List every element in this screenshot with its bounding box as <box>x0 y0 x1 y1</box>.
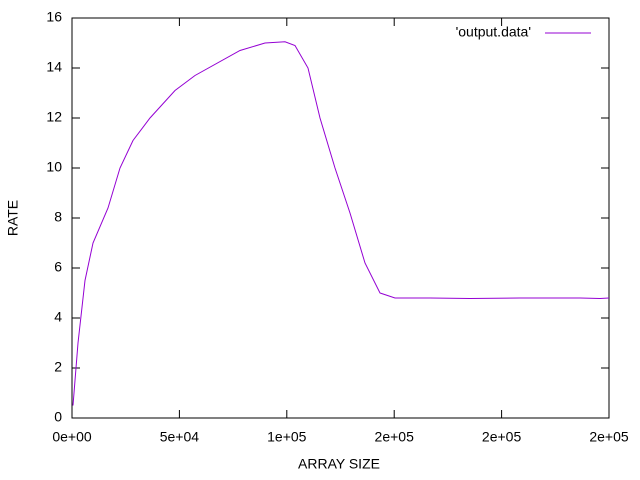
plot-border <box>71 17 610 419</box>
x-tick-label: 0e+00 <box>52 429 92 445</box>
y-tick-label: 10 <box>46 159 62 175</box>
y-tick-label: 14 <box>46 59 62 75</box>
x-tick-label: 2e+05 <box>482 429 522 445</box>
y-tick-label: 4 <box>54 309 62 325</box>
y-tick-label: 16 <box>46 9 62 25</box>
legend-label: 'output.data' <box>456 24 531 40</box>
x-tick-label: 1e+05 <box>267 429 307 445</box>
x-axis-label: ARRAY SIZE <box>298 456 380 472</box>
y-tick-label: 0 <box>54 409 62 425</box>
y-tick-label: 2 <box>54 359 62 375</box>
y-axis-label: RATE <box>5 200 21 236</box>
x-tick-label: 5e+04 <box>160 429 200 445</box>
x-tick-label: 2e+05 <box>375 429 415 445</box>
y-tick-label: 8 <box>54 209 62 225</box>
y-tick-label: 12 <box>46 109 62 125</box>
y-tick-label: 6 <box>54 259 62 275</box>
x-tick-label: 2e+05 <box>589 429 629 445</box>
data-line <box>72 41 610 406</box>
